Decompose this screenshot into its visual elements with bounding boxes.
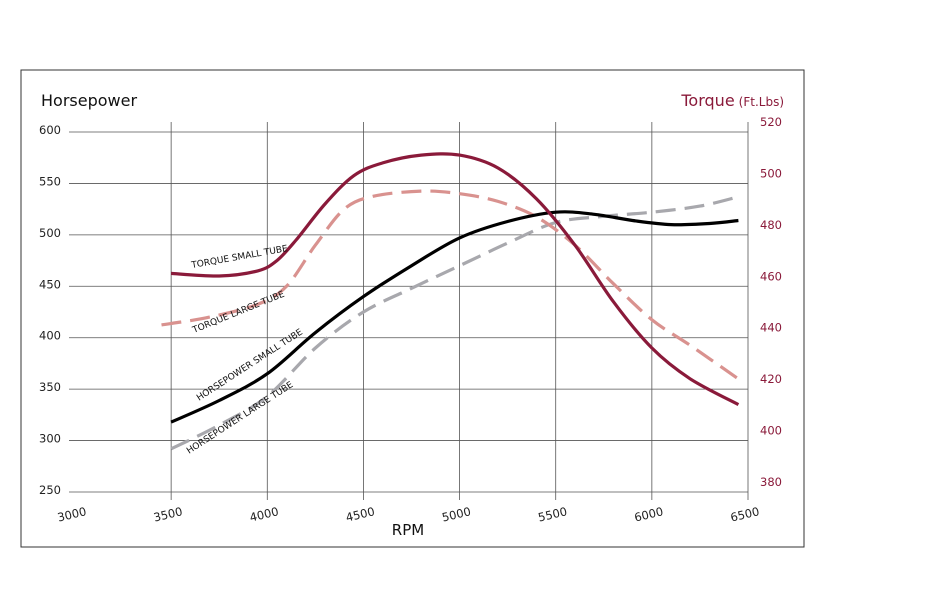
- left-tick-label: 600: [39, 123, 61, 137]
- right-tick-label: 460: [760, 269, 782, 283]
- right-tick-label: 420: [760, 372, 782, 386]
- x-tick-label: 5500: [537, 504, 569, 524]
- left-axis-title: Horsepower: [41, 91, 137, 110]
- x-tick-label: 4500: [344, 504, 376, 524]
- right-tick-label: 380: [760, 475, 782, 489]
- left-tick-label: 550: [39, 174, 61, 188]
- right-axis-unit: (Ft.Lbs): [739, 95, 784, 109]
- right-tick-label: 440: [760, 321, 782, 335]
- x-tick-label: 6500: [729, 504, 761, 524]
- x-tick-label: 3500: [152, 504, 184, 524]
- series-layer: [161, 152, 740, 451]
- right-axis-ticks: 520 500 480 460 440 420 400 380: [760, 115, 782, 489]
- left-axis-ticks: 600 550 500 450 400 350 300 250: [39, 123, 61, 497]
- left-tick-label: 400: [39, 329, 61, 343]
- x-tick-label: 3000: [56, 504, 88, 524]
- chart-frame: [20, 69, 805, 548]
- series-line-hp-small: [170, 210, 739, 424]
- x-axis-title: RPM: [392, 521, 424, 539]
- left-tick-label: 350: [39, 380, 61, 394]
- right-tick-label: 400: [760, 424, 782, 438]
- right-axis-title: Torque: [680, 91, 734, 110]
- right-tick-label: 500: [760, 166, 782, 180]
- left-tick-label: 250: [39, 483, 61, 497]
- x-tick-label: 5000: [441, 504, 473, 524]
- series-line-torque-large: [161, 189, 740, 381]
- series-line-torque-small: [171, 152, 740, 407]
- right-tick-label: 520: [760, 115, 782, 129]
- left-tick-label: 450: [39, 277, 61, 291]
- right-axis-title-group: Torque (Ft.Lbs): [680, 91, 784, 110]
- left-tick-label: 500: [39, 226, 61, 240]
- grid-lines: [69, 122, 749, 500]
- left-tick-label: 300: [39, 432, 61, 446]
- x-tick-label: 6000: [633, 504, 665, 524]
- x-axis-ticks: 3000 3500 4000 4500 5000 5500 6000 6500: [56, 504, 761, 524]
- right-tick-label: 480: [760, 218, 782, 232]
- x-tick-label: 4000: [248, 504, 280, 524]
